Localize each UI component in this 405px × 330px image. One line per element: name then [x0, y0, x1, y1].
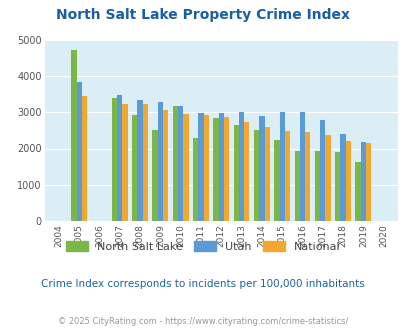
Bar	[233, 125, 238, 221]
Bar	[77, 82, 81, 221]
Bar	[193, 138, 198, 221]
Bar	[325, 135, 330, 221]
Bar	[224, 117, 228, 221]
Bar	[274, 140, 279, 221]
Bar	[218, 113, 224, 221]
Bar	[137, 100, 143, 221]
Bar	[173, 106, 177, 221]
Bar	[177, 106, 183, 221]
Bar	[284, 131, 289, 221]
Bar	[258, 116, 264, 221]
Text: North Salt Lake Property Crime Index: North Salt Lake Property Crime Index	[56, 8, 349, 22]
Bar	[355, 162, 360, 221]
Bar	[339, 134, 345, 221]
Text: © 2025 CityRating.com - https://www.cityrating.com/crime-statistics/: © 2025 CityRating.com - https://www.city…	[58, 317, 347, 326]
Text: Crime Index corresponds to incidents per 100,000 inhabitants: Crime Index corresponds to incidents per…	[41, 279, 364, 289]
Bar	[238, 112, 243, 221]
Bar	[112, 98, 117, 221]
Bar	[294, 151, 299, 221]
Bar	[345, 141, 350, 221]
Bar	[158, 102, 163, 221]
Bar	[314, 151, 320, 221]
Bar	[183, 114, 188, 221]
Bar	[81, 96, 87, 221]
Bar	[71, 50, 77, 221]
Bar	[213, 117, 218, 221]
Bar	[162, 110, 168, 221]
Bar	[264, 127, 269, 221]
Bar	[122, 104, 127, 221]
Bar	[132, 115, 137, 221]
Bar	[279, 112, 284, 221]
Bar	[152, 130, 157, 221]
Bar	[254, 130, 259, 221]
Bar	[360, 142, 365, 221]
Bar	[143, 104, 147, 221]
Bar	[203, 115, 209, 221]
Bar	[365, 143, 371, 221]
Bar	[305, 132, 309, 221]
Legend: North Salt Lake, Utah, National: North Salt Lake, Utah, National	[61, 237, 344, 256]
Bar	[244, 122, 249, 221]
Bar	[320, 120, 325, 221]
Bar	[198, 113, 203, 221]
Bar	[335, 152, 340, 221]
Bar	[299, 112, 305, 221]
Bar	[117, 95, 122, 221]
